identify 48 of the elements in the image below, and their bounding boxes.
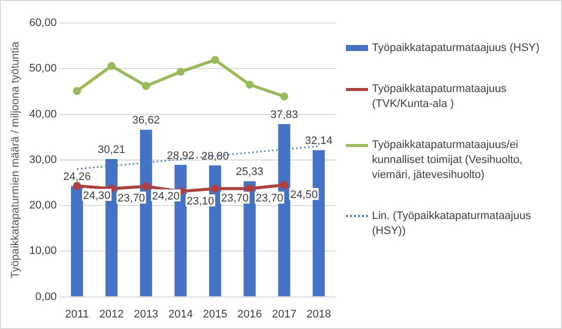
data-label: 25,33: [236, 166, 264, 178]
x-tick-label: 2018: [306, 308, 331, 320]
x-tick-label: 2012: [99, 308, 124, 320]
data-label: 23,70: [118, 192, 146, 205]
x-tick-label: 2017: [272, 308, 296, 320]
point: [211, 184, 220, 193]
point: [142, 82, 150, 90]
x-tick-label: 2011: [65, 308, 89, 320]
y-tick-label: 60,00: [29, 17, 57, 30]
x-tick-label: 2014: [168, 308, 193, 320]
point: [211, 56, 220, 64]
point: [142, 182, 150, 190]
point: [72, 182, 81, 190]
data-label: 24,20: [152, 190, 180, 202]
data-label: 37,83: [270, 109, 298, 122]
y-tick-label: 50,00: [29, 62, 57, 75]
point: [176, 68, 185, 76]
data-label: 24,50: [290, 189, 318, 201]
point: [280, 92, 288, 100]
legend-label: Lin. (Työpaikkatapaturmataajuus (HSY)): [372, 209, 532, 239]
x-tick-label: 2016: [237, 308, 262, 320]
data-label: 23,70: [256, 192, 284, 205]
y-tick-label: 10,00: [29, 245, 57, 258]
data-label: 28,92: [166, 150, 194, 162]
y-tick-label: 40,00: [29, 108, 57, 120]
y-tick-label: 30,00: [29, 154, 57, 166]
data-label: 23,10: [186, 195, 214, 208]
data-label: 23,70: [221, 192, 249, 205]
x-tick-label: 2013: [134, 308, 158, 320]
legend-label: Työpaikkatapaturmataajuus (HSY): [372, 41, 540, 56]
data-label: 32,14: [304, 135, 332, 148]
point: [108, 62, 116, 70]
legend-label: Työpaikkatapaturmataajuus (TVK/Kunta-ala ): [372, 82, 508, 112]
legend-label: Työpaikkatapaturmataajuus/ei kunnalliset toimijat (Vesihuolto, viemäri, jätevesihuolto): [372, 138, 524, 183]
y-tick-label: 20,00: [29, 200, 57, 212]
point: [72, 86, 81, 95]
y-tick-label: 0,00: [35, 290, 57, 303]
data-label: 36,62: [132, 114, 160, 127]
x-tick-label: 2015: [202, 308, 228, 320]
data-label: 30,21: [98, 144, 126, 156]
data-label: 28,80: [201, 150, 229, 162]
y-axis-title: Työpaikkatapaturmien määrä / miljoona työtuntia: [10, 40, 22, 278]
point: [246, 184, 254, 193]
point: [246, 80, 254, 89]
point: [280, 181, 288, 189]
bar: [70, 186, 84, 296]
data-label: 24,26: [63, 171, 91, 184]
data-label: 24,30: [82, 190, 111, 202]
